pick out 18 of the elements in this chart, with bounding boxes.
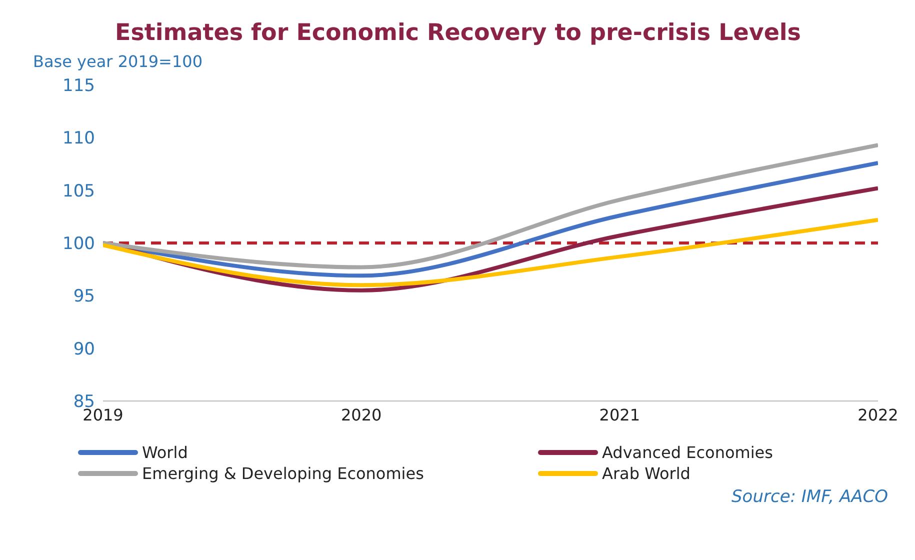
legend-label: Arab World: [601, 464, 692, 483]
line-series: [103, 143, 878, 270]
line-series: [103, 218, 878, 288]
y-tick-label: 105: [62, 181, 95, 202]
chart-title: Estimates for Economic Recovery to pre-crisis Levels: [114, 20, 802, 46]
y-axis-title: Base year 2019=100: [33, 52, 204, 71]
y-tick-label: 95: [73, 286, 95, 307]
y-tick-label: 115: [62, 76, 95, 96]
y-tick-label: 110: [62, 128, 95, 149]
source-note: Source: IMF, AACO: [730, 487, 888, 507]
y-tick-label: 90: [73, 339, 95, 360]
legend-label: Emerging & Developing Economies: [141, 464, 425, 483]
legend-label: Advanced Economies: [601, 443, 774, 462]
legend-label: World: [141, 443, 189, 462]
x-tick-label: 2021: [599, 405, 640, 424]
x-tick-label: 2022: [858, 405, 898, 424]
x-tick-label: 2020: [340, 405, 382, 424]
y-tick-label: 100: [62, 234, 95, 254]
